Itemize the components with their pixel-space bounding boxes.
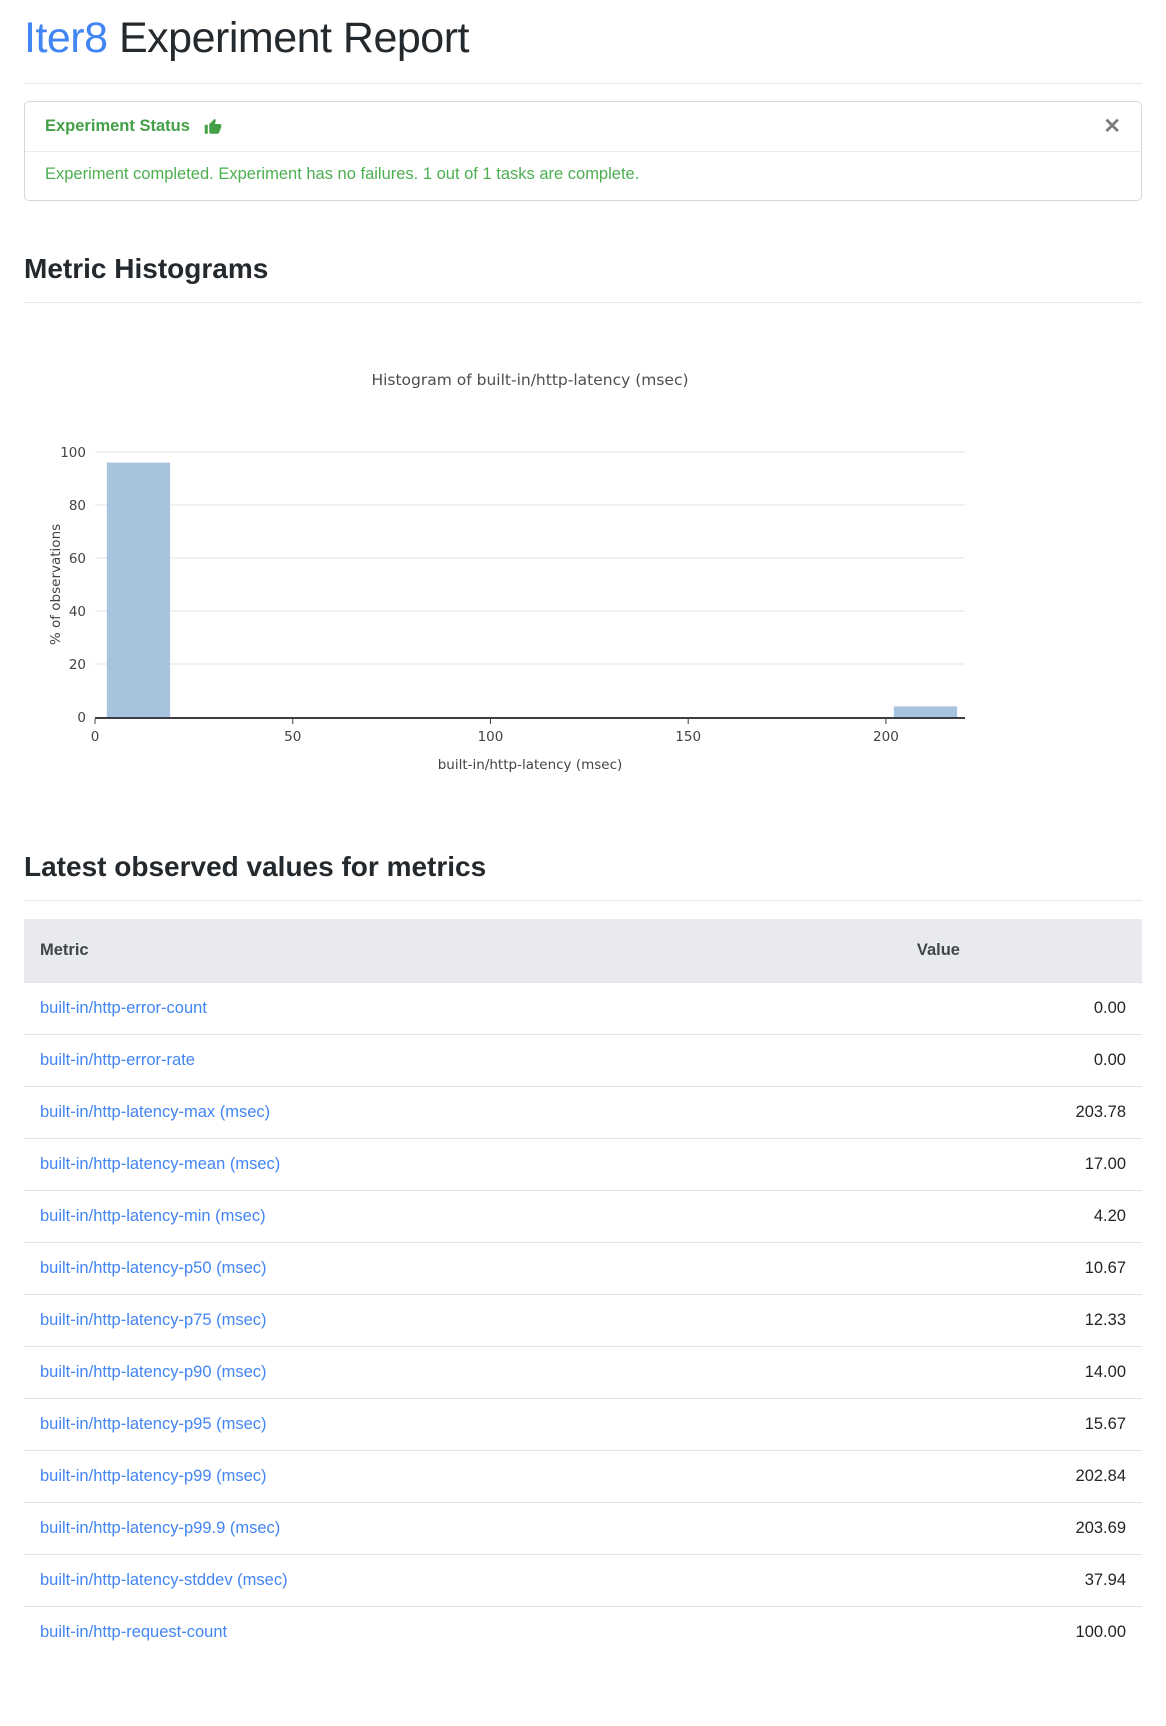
svg-text:60: 60 xyxy=(69,551,86,567)
table-row: built-in/http-latency-p90 (msec) 14.00 xyxy=(24,1346,1142,1399)
metric-value: 203.78 xyxy=(624,1086,1142,1139)
status-message: Experiment completed. Experiment has no … xyxy=(45,165,640,183)
metric-cell: built-in/http-latency-p99 (msec) xyxy=(24,1450,625,1503)
metric-histograms-heading: Metric Histograms xyxy=(24,253,269,284)
svg-text:80: 80 xyxy=(69,498,86,514)
metric-cell: built-in/http-error-count xyxy=(24,982,625,1035)
metric-value: 4.20 xyxy=(624,1190,1142,1243)
metric-value: 100.00 xyxy=(624,1606,1142,1658)
svg-text:50: 50 xyxy=(284,729,301,745)
histogram-svg: 0 20 40 60 80 100 0 50 100 150 200 Histogram of bui… xyxy=(48,371,965,773)
divider xyxy=(24,302,1142,303)
table-row: built-in/http-latency-max (msec) 203.78 xyxy=(24,1086,1142,1139)
metric-link[interactable]: built-in/http-latency-p99 (msec) xyxy=(40,1467,267,1485)
metric-cell: built-in/http-latency-stddev (msec) xyxy=(24,1554,625,1607)
svg-text:100: 100 xyxy=(478,729,504,745)
metric-link[interactable]: built-in/http-latency-mean (msec) xyxy=(40,1155,281,1173)
metric-cell: built-in/http-error-rate xyxy=(24,1034,625,1087)
metric-value: 12.33 xyxy=(624,1294,1142,1347)
metric-link[interactable]: built-in/http-latency-stddev (msec) xyxy=(40,1571,288,1589)
latency-histogram-chart: 0 20 40 60 80 100 0 50 100 150 200 Histogram of bui… xyxy=(24,349,1142,789)
metric-link[interactable]: built-in/http-latency-p90 (msec) xyxy=(40,1363,267,1381)
metric-link[interactable]: built-in/http-latency-p95 (msec) xyxy=(40,1415,267,1433)
page: Iter8 Experiment Report Experiment Statu… xyxy=(0,14,1166,1658)
x-tick-labels: 0 50 100 150 200 xyxy=(91,719,899,745)
experiment-status-card: Experiment Status ✕ Experiment completed… xyxy=(24,101,1142,201)
table-row: built-in/http-latency-p95 (msec) 15.67 xyxy=(24,1398,1142,1451)
metric-cell: built-in/http-latency-min (msec) xyxy=(24,1190,625,1243)
metric-value: 15.67 xyxy=(624,1398,1142,1451)
svg-text:150: 150 xyxy=(675,729,701,745)
metric-link[interactable]: built-in/http-latency-p50 (msec) xyxy=(40,1259,267,1277)
table-row: built-in/http-latency-min (msec) 4.20 xyxy=(24,1190,1142,1243)
metric-value: 202.84 xyxy=(624,1450,1142,1503)
table-row: built-in/http-request-count 100.00 xyxy=(24,1606,1142,1658)
metric-link[interactable]: built-in/http-latency-max (msec) xyxy=(40,1103,271,1121)
svg-text:100: 100 xyxy=(60,445,86,461)
metric-cell: built-in/http-latency-max (msec) xyxy=(24,1086,625,1139)
metric-cell: built-in/http-request-count xyxy=(24,1606,625,1658)
metric-link[interactable]: built-in/http-request-count xyxy=(40,1623,228,1641)
table-row: built-in/http-latency-p50 (msec) 10.67 xyxy=(24,1242,1142,1295)
close-icon[interactable]: ✕ xyxy=(1103,115,1121,138)
x-axis-title: built-in/http-latency (msec) xyxy=(438,757,623,773)
page-title: Iter8 Experiment Report xyxy=(24,14,1142,63)
table-row: built-in/http-latency-p99 (msec) 202.84 xyxy=(24,1450,1142,1503)
svg-text:0: 0 xyxy=(91,729,100,745)
table-row: built-in/http-error-count 0.00 xyxy=(24,982,1142,1035)
metric-value: 0.00 xyxy=(624,982,1142,1035)
y-axis-title: % of observations xyxy=(48,524,64,645)
thumbs-up-icon xyxy=(204,118,222,136)
brand-name: Iter8 xyxy=(24,14,108,62)
metric-link[interactable]: built-in/http-latency-min (msec) xyxy=(40,1207,266,1225)
metrics-table-header: Metric Value xyxy=(24,919,1142,983)
svg-text:20: 20 xyxy=(69,657,86,673)
metric-cell: built-in/http-latency-p90 (msec) xyxy=(24,1346,625,1399)
latest-values-heading: Latest observed values for metrics xyxy=(24,851,487,882)
divider xyxy=(24,900,1142,901)
table-row: built-in/http-latency-stddev (msec) 37.9… xyxy=(24,1554,1142,1607)
y-tick-labels: 0 20 40 60 80 100 xyxy=(60,445,86,726)
status-card-header: Experiment Status ✕ xyxy=(25,102,1141,152)
metric-value: 17.00 xyxy=(624,1138,1142,1191)
metric-cell: built-in/http-latency-p75 (msec) xyxy=(24,1294,625,1347)
metrics-table: Metric Value built-in/http-error-count 0… xyxy=(24,919,1142,1658)
column-header-metric: Metric xyxy=(24,919,625,983)
metric-link[interactable]: built-in/http-error-count xyxy=(40,999,207,1017)
metric-link[interactable]: built-in/http-latency-p99.9 (msec) xyxy=(40,1519,281,1537)
metric-link[interactable]: built-in/http-latency-p75 (msec) xyxy=(40,1311,267,1329)
table-row: built-in/http-latency-mean (msec) 17.00 xyxy=(24,1138,1142,1191)
svg-text:40: 40 xyxy=(69,604,86,620)
chart-title: Histogram of built-in/http-latency (msec… xyxy=(371,371,688,389)
table-row: built-in/http-error-rate 0.00 xyxy=(24,1034,1142,1087)
svg-text:0: 0 xyxy=(77,710,86,726)
metric-cell: built-in/http-latency-p95 (msec) xyxy=(24,1398,625,1451)
divider xyxy=(24,83,1142,84)
metric-value: 37.94 xyxy=(624,1554,1142,1607)
column-header-value: Value xyxy=(624,919,1142,983)
metric-cell: built-in/http-latency-p99.9 (msec) xyxy=(24,1502,625,1555)
y-gridlines xyxy=(95,451,965,665)
metric-value: 10.67 xyxy=(624,1242,1142,1295)
metric-cell: built-in/http-latency-p50 (msec) xyxy=(24,1242,625,1295)
metric-value: 14.00 xyxy=(624,1346,1142,1399)
page-title-rest: Experiment Report xyxy=(107,14,470,62)
metrics-table-body: built-in/http-error-count 0.00 built-in/… xyxy=(24,982,1142,1658)
metric-cell: built-in/http-latency-mean (msec) xyxy=(24,1138,625,1191)
histogram-bars xyxy=(106,462,958,717)
status-card-title: Experiment Status xyxy=(45,117,190,135)
table-row: built-in/http-latency-p75 (msec) 12.33 xyxy=(24,1294,1142,1347)
metric-link[interactable]: built-in/http-error-rate xyxy=(40,1051,195,1069)
metric-value: 0.00 xyxy=(624,1034,1142,1087)
table-row: built-in/http-latency-p99.9 (msec) 203.6… xyxy=(24,1502,1142,1555)
svg-text:200: 200 xyxy=(873,729,899,745)
metric-value: 203.69 xyxy=(624,1502,1142,1555)
